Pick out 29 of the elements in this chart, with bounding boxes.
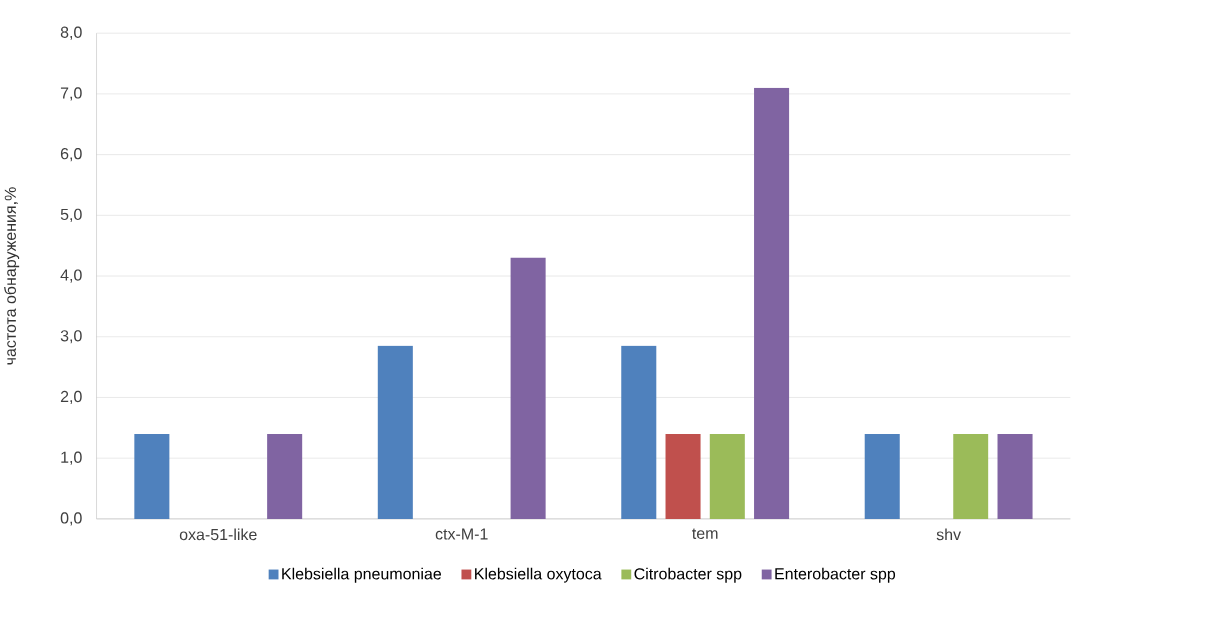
bar [665, 434, 701, 520]
x-tick-label: tem [692, 528, 718, 540]
y-tick-label: 7,0 [60, 87, 82, 101]
y-tick-label: 3,0 [60, 330, 82, 344]
y-tick-label: 6,0 [60, 148, 82, 162]
y-tick-label: 4,0 [60, 269, 82, 283]
bar [377, 346, 413, 520]
bar [267, 434, 303, 520]
legend-label: Klebsiella pneumoniae [282, 567, 442, 583]
legend-label: Citrobacter spp [634, 567, 742, 583]
bar [754, 88, 790, 520]
x-tick-label: oxa-51-like [179, 528, 257, 541]
x-tick-label: shv [936, 528, 962, 541]
bar [510, 258, 546, 520]
y-tick-label: 8,0 [60, 26, 82, 40]
legend-label: Klebsiella oxytoca [475, 567, 602, 583]
y-tick-label: 5,0 [60, 208, 82, 223]
bar [864, 434, 900, 520]
y-axis-title: частота обнаружения,% [4, 187, 20, 365]
x-tick-label: ctx-M-1 [435, 528, 488, 540]
bar [134, 434, 170, 520]
bar [953, 434, 989, 520]
bar [997, 434, 1033, 520]
bar [709, 434, 745, 520]
bar [621, 346, 657, 520]
y-tick-label: 0,0 [60, 512, 82, 526]
y-tick-label: 2,0 [60, 391, 82, 405]
y-tick-label: 1,0 [61, 451, 82, 465]
legend-label: Enterobacter spp [775, 567, 896, 583]
